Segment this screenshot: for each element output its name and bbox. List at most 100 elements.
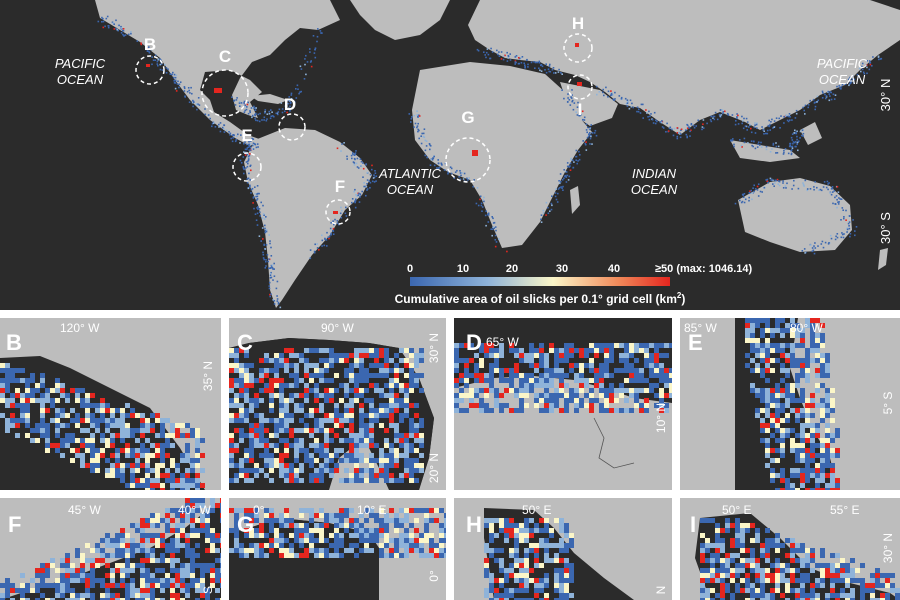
slick-cell — [725, 528, 730, 533]
slick-cell — [389, 418, 394, 423]
slick-cell — [259, 453, 264, 458]
slick-cell — [85, 398, 90, 403]
slick-cell — [334, 463, 339, 468]
slick-cell — [780, 478, 785, 483]
slick-cell — [361, 190, 363, 193]
slick-cell — [150, 453, 155, 458]
slick-cell — [667, 130, 670, 132]
slick-cell — [783, 116, 785, 118]
slick-cell — [716, 118, 719, 121]
slick-cell — [849, 76, 851, 79]
slick-cell — [840, 563, 845, 568]
site-circle-d[interactable] — [278, 113, 306, 141]
slick-cell — [417, 116, 419, 118]
slick-cell — [715, 553, 720, 558]
slick-cell — [482, 199, 484, 201]
slick-cell — [140, 42, 142, 44]
slick-cell — [273, 303, 276, 305]
slick-cell — [164, 64, 166, 66]
slick-cell — [589, 132, 591, 134]
slick-cell — [394, 363, 399, 368]
slick-cell — [299, 358, 304, 363]
slick-cell — [813, 252, 816, 255]
slick-cell — [349, 533, 354, 538]
slick-cell — [80, 553, 85, 558]
slick-cell — [805, 398, 810, 403]
slick-cell — [115, 408, 120, 413]
slick-cell — [797, 149, 799, 152]
slick-cell — [705, 598, 710, 600]
site-circle-f[interactable] — [325, 199, 351, 225]
site-circle-c[interactable] — [201, 69, 249, 117]
slick-cell — [110, 453, 115, 458]
site-circle-h[interactable] — [563, 33, 593, 63]
slick-cell — [519, 378, 524, 383]
slick-cell — [399, 418, 404, 423]
slick-cell — [790, 488, 795, 490]
site-circle-e[interactable] — [232, 152, 262, 182]
slick-cell — [772, 127, 774, 129]
slick-cell — [524, 533, 529, 538]
slick-cell — [582, 118, 584, 121]
slick-cell — [145, 548, 150, 553]
slick-cell — [120, 423, 125, 428]
slick-cell — [180, 478, 185, 483]
slick-cell — [765, 145, 768, 148]
slick-cell — [841, 232, 843, 234]
slick-cell — [195, 453, 200, 458]
slick-cell — [800, 428, 805, 433]
slick-cell — [581, 110, 584, 113]
slick-cell — [800, 433, 805, 438]
slick-cell — [140, 583, 145, 588]
slick-cell — [549, 348, 554, 353]
slick-cell — [349, 403, 354, 408]
slick-cell — [800, 583, 805, 588]
slick-cell — [825, 408, 830, 413]
slick-cell — [374, 388, 379, 393]
slick-cell — [814, 181, 816, 183]
slick-cell — [5, 368, 10, 373]
slick-cell — [745, 363, 750, 368]
slick-cell — [180, 578, 185, 583]
slick-cell — [170, 568, 175, 573]
site-circle-i[interactable] — [567, 74, 593, 100]
site-circle-b[interactable] — [135, 55, 165, 85]
slick-cell — [248, 172, 250, 175]
slick-cell — [262, 251, 264, 254]
slick-cell — [504, 578, 509, 583]
legend-colorbar — [410, 277, 670, 286]
slick-cell — [115, 563, 120, 568]
slick-cell — [634, 343, 639, 348]
slick-cell — [815, 428, 820, 433]
slick-cell — [439, 543, 444, 548]
site-circle-g[interactable] — [445, 137, 491, 183]
slick-cell — [188, 89, 190, 92]
slick-cell — [524, 403, 529, 408]
slick-cell — [205, 538, 210, 543]
slick-cell — [820, 573, 825, 578]
slick-cell — [429, 538, 434, 543]
slick-cell — [329, 358, 334, 363]
slick-cell — [775, 423, 780, 428]
slick-cell — [180, 473, 185, 478]
slick-cell — [384, 373, 389, 378]
slick-cell — [210, 508, 215, 513]
slick-cell — [195, 488, 200, 490]
slick-cell — [289, 518, 294, 523]
slick-cell — [284, 478, 289, 483]
slick-cell — [255, 107, 257, 109]
slick-cell — [336, 222, 339, 224]
slick-cell — [362, 176, 364, 178]
panel-h: H 50° E N — [454, 498, 672, 600]
slick-cell — [155, 443, 160, 448]
slick-cell — [399, 413, 404, 418]
slick-cell — [339, 383, 344, 388]
slick-cell — [761, 126, 763, 128]
slick-cell — [715, 578, 720, 583]
slick-cell — [825, 463, 830, 468]
slick-cell — [220, 568, 221, 573]
slick-cell — [785, 403, 790, 408]
slick-cell — [434, 548, 439, 553]
slick-cell — [424, 139, 427, 142]
slick-cell — [444, 548, 446, 553]
